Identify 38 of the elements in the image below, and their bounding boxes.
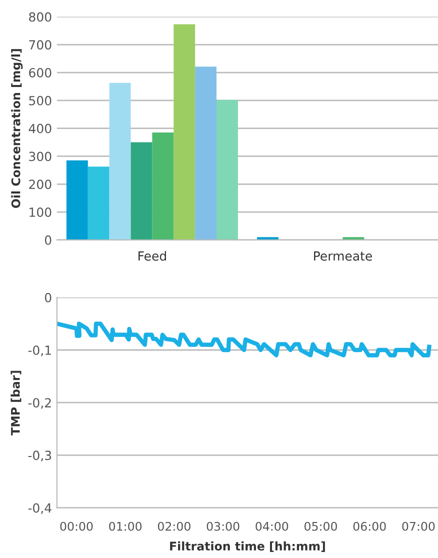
- y-tick-label: 300: [29, 152, 52, 162]
- y-tick-label: -0,2: [28, 398, 51, 409]
- x-tick-label: 07:00: [402, 522, 435, 531]
- bar: [130, 142, 152, 240]
- y-tick-label: 400: [28, 124, 52, 134]
- x-tick-label: 00:00: [60, 522, 93, 531]
- y-tick-label: 500: [29, 96, 52, 106]
- y-axis-title: TMP [bar]: [10, 370, 22, 436]
- bar: [342, 237, 364, 240]
- x-tick-label: Permeate: [314, 251, 372, 261]
- bar: [152, 132, 174, 240]
- bar: [195, 66, 217, 240]
- x-tick-label: Feed: [138, 251, 166, 261]
- x-axis-title: Filtration time [hh:mm]: [170, 541, 325, 552]
- x-tick-label: 03:00: [206, 522, 240, 531]
- y-tick-label: 100: [30, 208, 52, 217]
- bar: [88, 166, 110, 240]
- x-tick-label: 06:00: [353, 522, 386, 531]
- y-tick-label: -0,1: [28, 345, 51, 356]
- line-series: [56, 322, 432, 358]
- y-tick-label: 800: [29, 12, 52, 22]
- y-tick-label: -0,3: [28, 450, 52, 462]
- bar: [256, 237, 278, 240]
- x-tick-label: 01:00: [109, 522, 142, 531]
- x-tick-label: 04:00: [256, 522, 288, 531]
- y-tick-label: 700: [29, 40, 52, 50]
- y-tick-label: 0: [44, 292, 52, 302]
- y-axis-title: Oil Concentration [mg/l]: [11, 49, 23, 208]
- bar: [66, 160, 88, 240]
- y-tick-label: 600: [29, 68, 52, 78]
- x-tick-label: 02:00: [158, 522, 190, 531]
- bar: [216, 100, 238, 240]
- y-tick-label: -0,4: [28, 503, 52, 514]
- bar: [174, 24, 196, 240]
- bar: [109, 82, 131, 240]
- y-tick-label: 0: [44, 235, 52, 245]
- y-tick-label: 200: [29, 180, 52, 190]
- x-tick-label: 05:00: [304, 522, 337, 531]
